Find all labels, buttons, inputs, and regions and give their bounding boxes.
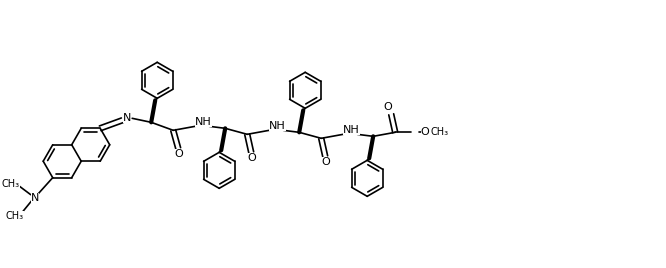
Text: CH₃: CH₃ [1, 179, 20, 189]
Text: N: N [123, 113, 131, 123]
Text: CH₃: CH₃ [430, 127, 448, 137]
Text: NH: NH [195, 117, 212, 127]
Text: N: N [31, 193, 39, 203]
Text: NH: NH [343, 125, 360, 135]
Text: O: O [421, 127, 430, 137]
Text: O: O [248, 153, 256, 163]
Text: O: O [175, 149, 184, 159]
Text: O: O [322, 157, 330, 167]
Text: O: O [384, 102, 392, 112]
Text: CH₃: CH₃ [5, 211, 24, 221]
Text: NH: NH [269, 121, 286, 131]
